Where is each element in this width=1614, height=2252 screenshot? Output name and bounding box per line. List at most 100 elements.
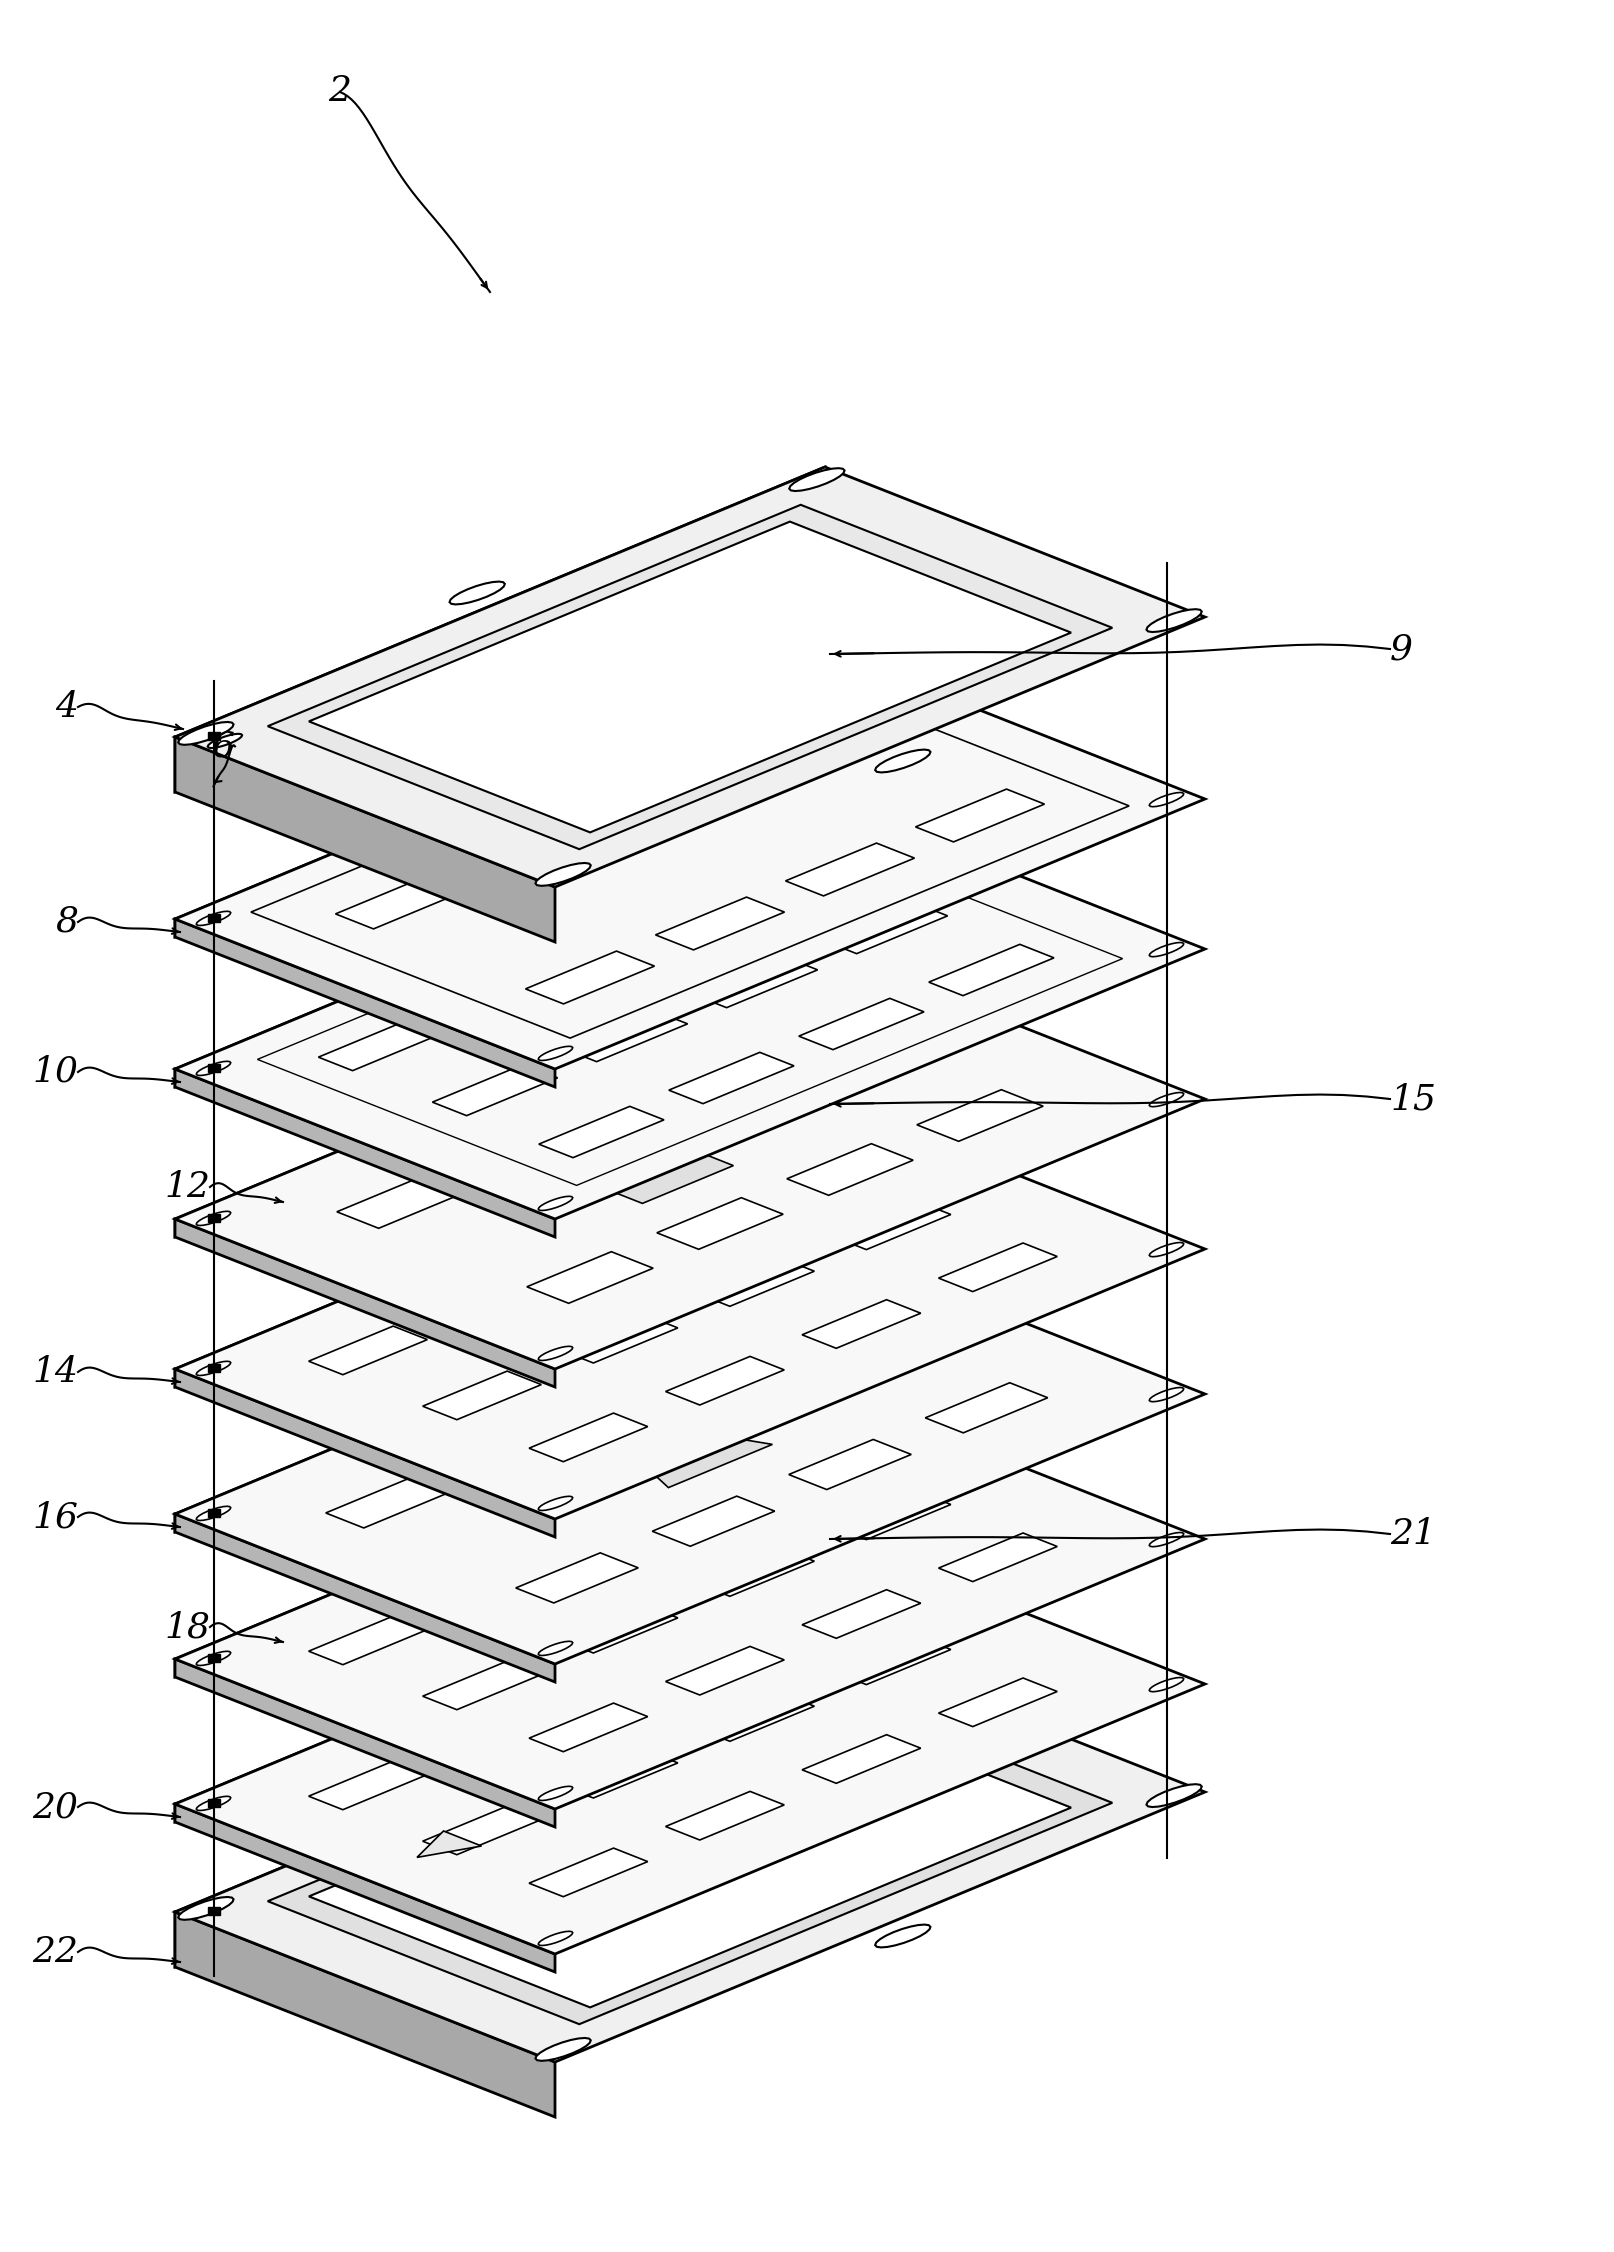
Polygon shape [596, 768, 725, 822]
Text: 6: 6 [211, 730, 236, 763]
Polygon shape [807, 1543, 843, 1556]
Polygon shape [1149, 944, 1183, 957]
Polygon shape [558, 1315, 678, 1362]
Text: 22: 22 [32, 1934, 77, 1968]
Polygon shape [1149, 793, 1183, 806]
Polygon shape [445, 1705, 563, 1752]
Polygon shape [823, 903, 947, 953]
Polygon shape [939, 1678, 1057, 1727]
Polygon shape [1146, 610, 1202, 633]
Polygon shape [516, 1554, 638, 1603]
Polygon shape [581, 1648, 700, 1696]
Polygon shape [197, 1061, 231, 1076]
Polygon shape [726, 714, 854, 768]
Polygon shape [529, 1412, 647, 1462]
Polygon shape [558, 1603, 678, 1653]
Polygon shape [696, 1694, 815, 1741]
Polygon shape [174, 1243, 825, 1531]
Polygon shape [1149, 1678, 1183, 1691]
Polygon shape [174, 1534, 825, 1822]
Polygon shape [174, 799, 825, 1088]
Polygon shape [789, 468, 844, 491]
Polygon shape [197, 1360, 231, 1376]
Polygon shape [174, 1534, 1206, 1955]
Polygon shape [208, 1655, 220, 1662]
Polygon shape [665, 1646, 784, 1696]
Polygon shape [174, 919, 555, 1088]
Polygon shape [208, 1509, 220, 1518]
Polygon shape [529, 1849, 647, 1896]
Polygon shape [799, 998, 923, 1049]
Polygon shape [445, 1558, 563, 1608]
Polygon shape [539, 1495, 573, 1511]
Polygon shape [174, 1804, 555, 1973]
Text: 20: 20 [32, 1790, 77, 1824]
Polygon shape [736, 1308, 857, 1358]
Polygon shape [939, 1534, 1057, 1581]
Polygon shape [1149, 1531, 1183, 1547]
Polygon shape [174, 1070, 555, 1236]
Text: 4: 4 [55, 689, 77, 723]
Polygon shape [465, 822, 594, 874]
Polygon shape [599, 1365, 721, 1414]
Polygon shape [536, 863, 591, 885]
Polygon shape [581, 1142, 733, 1203]
Polygon shape [581, 1212, 700, 1261]
Polygon shape [1146, 1784, 1202, 1806]
Polygon shape [197, 1651, 231, 1666]
Polygon shape [526, 950, 655, 1004]
Polygon shape [197, 1797, 231, 1811]
Polygon shape [174, 1389, 825, 1678]
Polygon shape [802, 1590, 920, 1637]
Text: 10: 10 [32, 1054, 77, 1090]
Polygon shape [539, 1106, 663, 1158]
Polygon shape [668, 1052, 794, 1103]
Polygon shape [581, 1502, 700, 1552]
Polygon shape [802, 1299, 920, 1349]
Polygon shape [939, 1243, 1057, 1293]
Polygon shape [416, 1831, 481, 1858]
Polygon shape [174, 1099, 825, 1387]
Polygon shape [174, 1642, 1206, 2063]
Polygon shape [562, 1011, 688, 1061]
Polygon shape [462, 1421, 584, 1471]
Polygon shape [466, 1124, 594, 1173]
Text: 8: 8 [55, 905, 77, 939]
Polygon shape [539, 1786, 573, 1802]
Polygon shape [336, 876, 465, 928]
Polygon shape [718, 1590, 836, 1639]
Polygon shape [208, 1907, 220, 1916]
Polygon shape [928, 944, 1054, 995]
Polygon shape [875, 750, 930, 772]
Polygon shape [449, 966, 573, 1016]
Polygon shape [308, 1617, 428, 1664]
Text: 12: 12 [165, 1171, 210, 1205]
Polygon shape [526, 1252, 654, 1304]
Polygon shape [696, 1547, 815, 1597]
Text: 15: 15 [1390, 1081, 1436, 1117]
Polygon shape [174, 1912, 555, 2117]
Polygon shape [1149, 1092, 1183, 1106]
Polygon shape [539, 1932, 573, 1946]
Polygon shape [655, 896, 784, 950]
Polygon shape [308, 1761, 428, 1811]
Polygon shape [807, 957, 843, 971]
Polygon shape [786, 842, 915, 896]
Polygon shape [423, 1806, 541, 1856]
Polygon shape [802, 1734, 920, 1784]
Polygon shape [318, 1020, 444, 1070]
Text: 16: 16 [32, 1500, 77, 1534]
Polygon shape [197, 1212, 231, 1225]
Polygon shape [578, 912, 704, 962]
Polygon shape [1149, 1243, 1183, 1257]
Polygon shape [657, 1198, 783, 1250]
Polygon shape [174, 948, 825, 1236]
Polygon shape [789, 1439, 912, 1489]
Polygon shape [597, 1070, 723, 1119]
Polygon shape [174, 1513, 555, 1682]
Polygon shape [174, 799, 1206, 1218]
Polygon shape [308, 1696, 1072, 2007]
Polygon shape [268, 1680, 1112, 2025]
Polygon shape [208, 914, 220, 923]
Polygon shape [726, 1016, 854, 1065]
